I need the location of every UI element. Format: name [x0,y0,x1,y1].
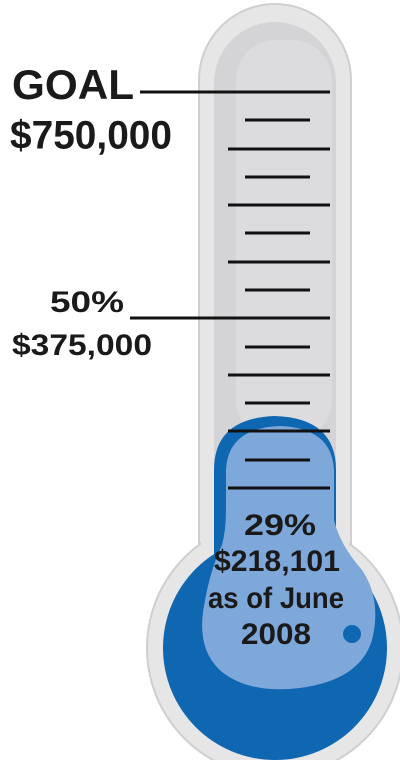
thermometer-fill [163,416,387,760]
midpoint-label: 50% [50,286,124,319]
progress-amount: $218,101 [214,545,340,578]
midpoint-label-group: 50% $375,000 [12,286,228,362]
scale [228,90,330,490]
bulb-dot [343,625,361,643]
midpoint-amount: $375,000 [12,329,152,362]
progress-date-line: 2008 [241,618,311,651]
fill-highlight [202,426,376,690]
progress-label-group: 29% $218,101 as of June 2008 [208,509,344,651]
progress-percent: 29% [244,509,316,542]
goal-label-group: GOAL $750,000 [10,61,228,158]
goal-label: GOAL [12,61,134,108]
tube-highlight [236,40,332,440]
goal-amount: $750,000 [10,114,172,158]
progress-date-line: as of June [208,582,344,615]
